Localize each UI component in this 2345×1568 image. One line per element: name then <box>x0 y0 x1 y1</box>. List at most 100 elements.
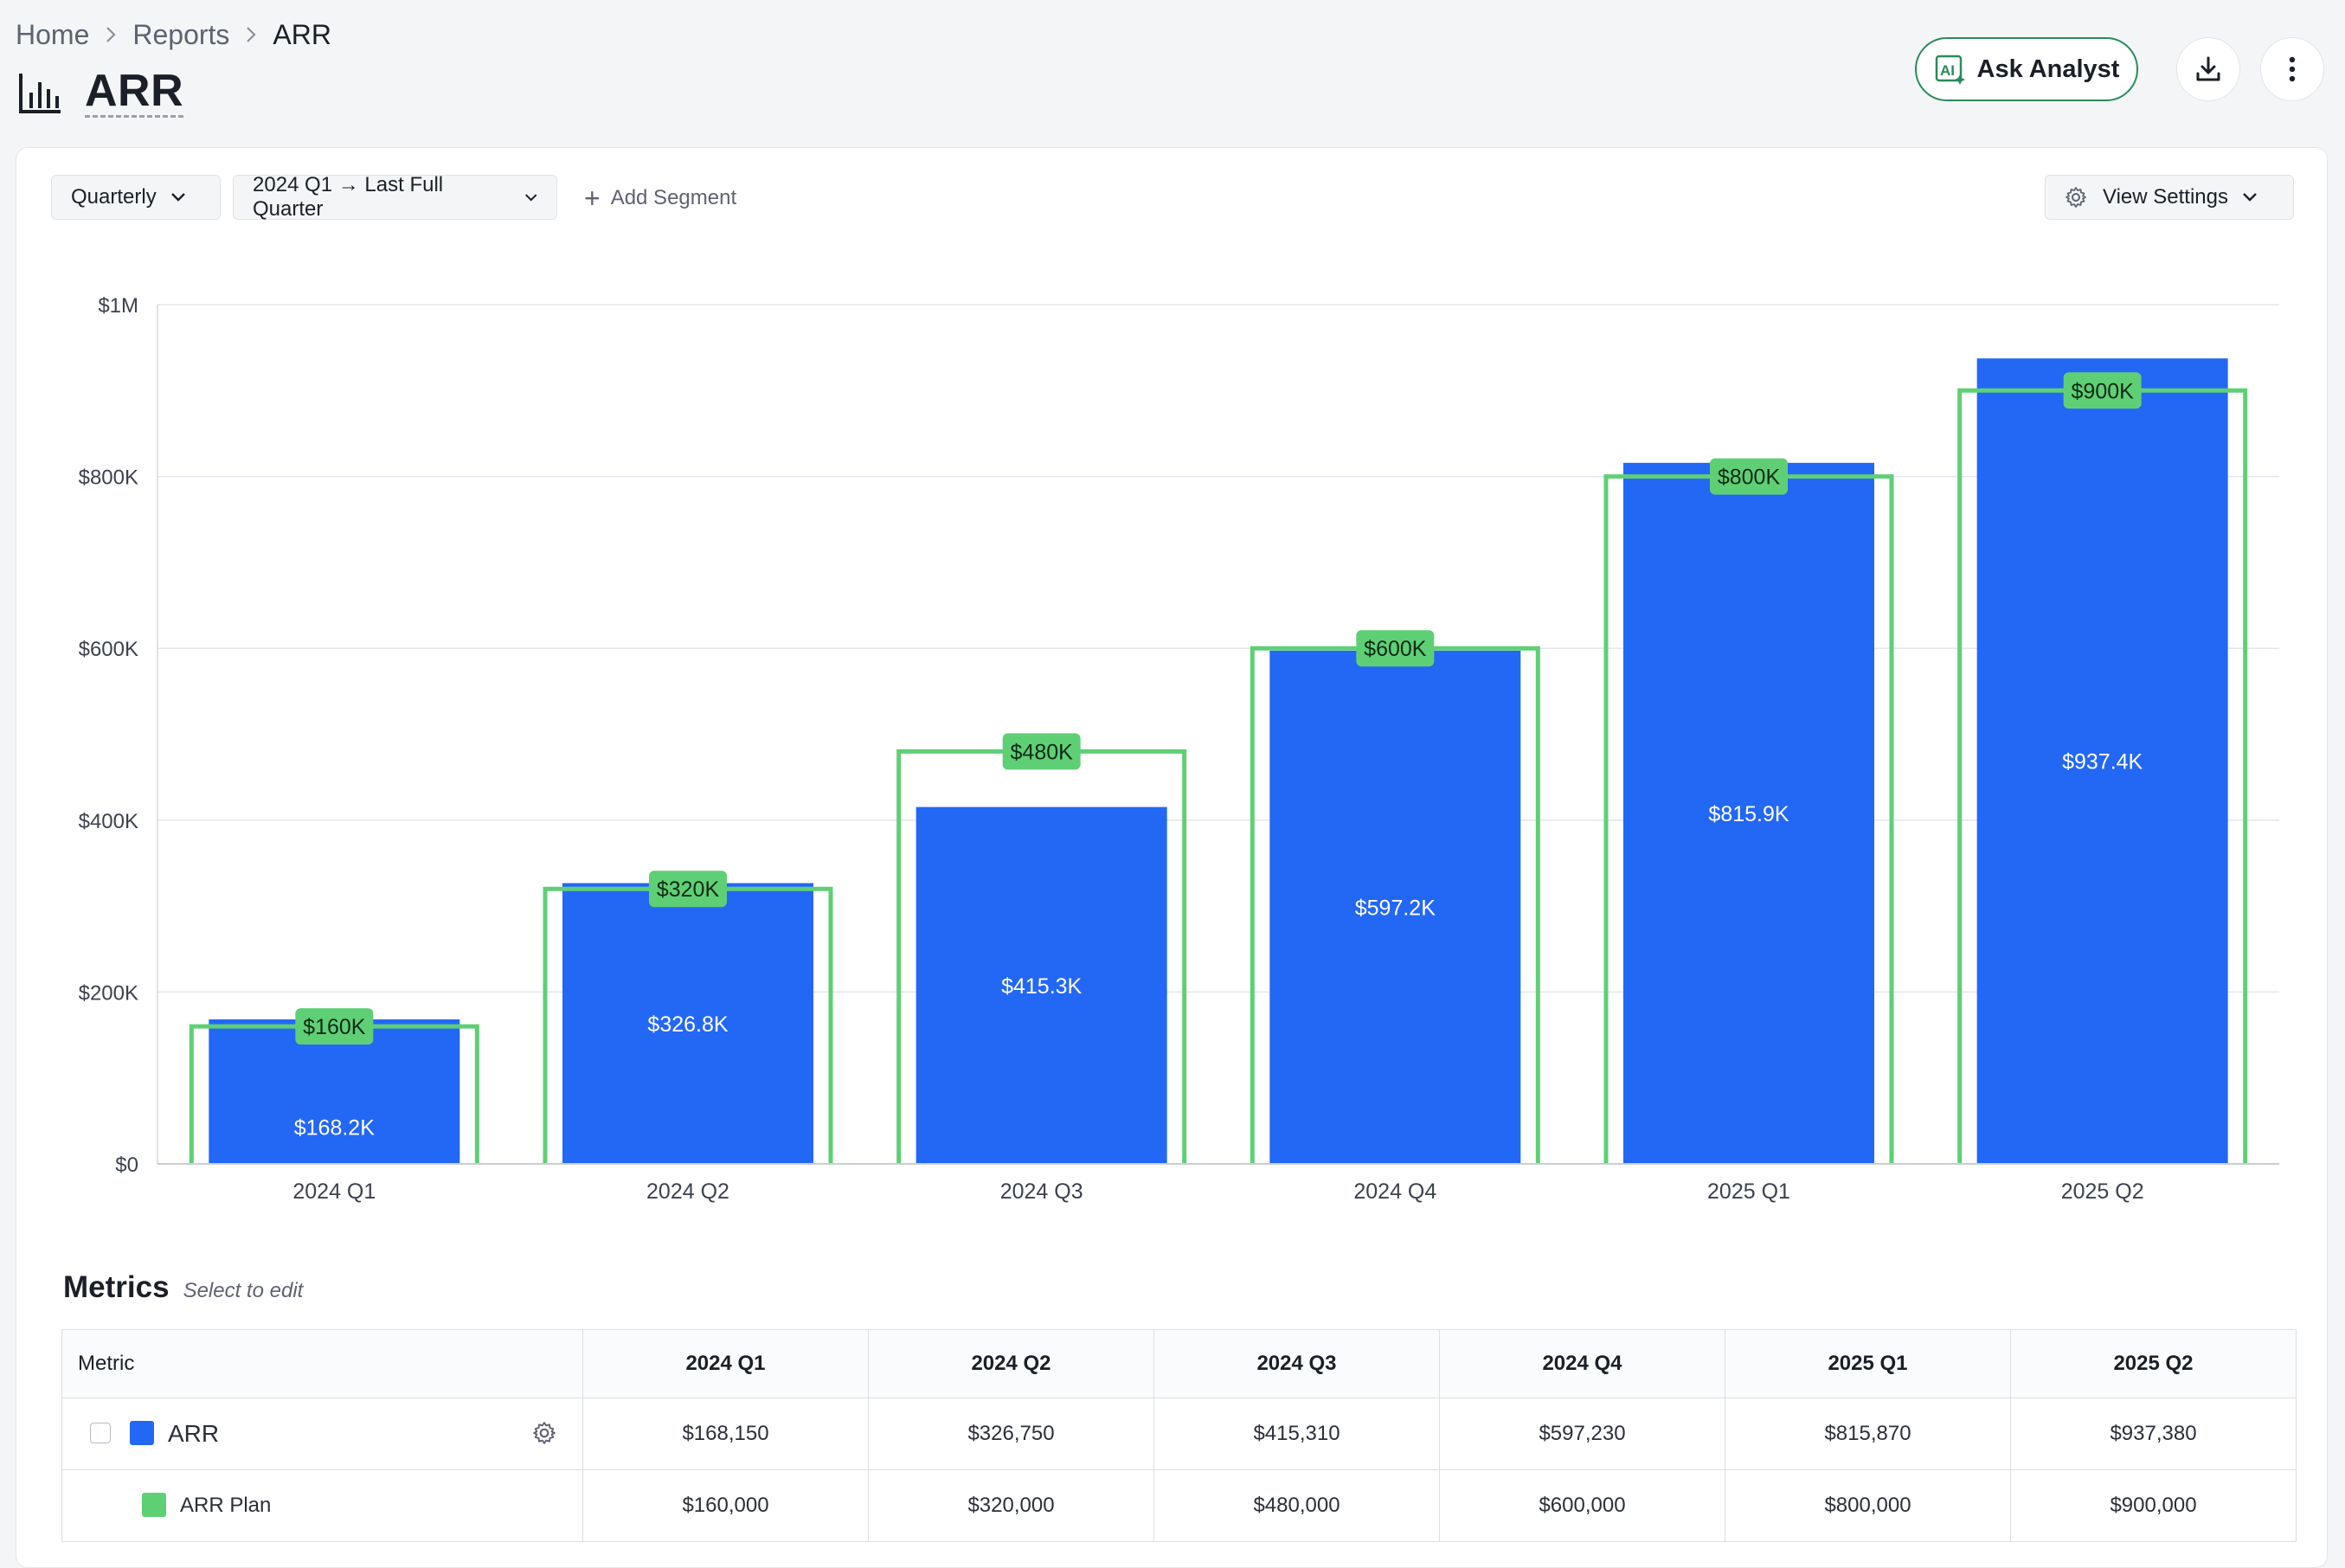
table-cell: $815,870 <box>1725 1398 2011 1470</box>
more-vertical-icon <box>2289 56 2296 82</box>
breadcrumb-current: ARR <box>273 19 331 50</box>
plan-label-badge <box>1356 630 1435 667</box>
y-tick-label: $200K <box>79 981 138 1005</box>
metric-cell-arr-plan[interactable]: ARR Plan <box>61 1469 583 1542</box>
arr-plan-value-label: $600K <box>1364 637 1427 661</box>
arr-color-swatch <box>130 1421 154 1445</box>
row-checkbox[interactable] <box>90 1423 111 1443</box>
gear-icon <box>2066 187 2086 208</box>
view-settings-button[interactable]: View Settings <box>2045 175 2294 220</box>
chevron-down-icon <box>524 193 537 202</box>
arr-plan-value-label: $320K <box>657 877 720 902</box>
svg-text:AI: AI <box>1940 62 1955 79</box>
column-header: 2025 Q1 <box>1725 1329 2011 1398</box>
ask-analyst-button[interactable]: AI Ask Analyst <box>1915 37 2138 101</box>
column-header: 2024 Q2 <box>868 1329 1154 1398</box>
plan-label-badge <box>2063 372 2142 409</box>
arr-plan-value-label: $900K <box>2072 379 2135 403</box>
table-cell: $937,380 <box>2010 1398 2297 1470</box>
ai-sparkle-icon: AI <box>1935 55 1965 85</box>
date-range-label: 2024 Q1 → Last Full Quarter <box>253 173 444 221</box>
chevron-right-icon <box>245 19 257 51</box>
table-cell: $326,750 <box>868 1398 1154 1470</box>
table-header-row: Metric 2024 Q1 2024 Q2 2024 Q3 2024 Q4 2… <box>61 1329 2297 1398</box>
x-tick-label: 2024 Q2 <box>646 1179 729 1204</box>
plus-icon: + <box>584 183 601 214</box>
date-range-select[interactable]: 2024 Q1 → Last Full Quarter <box>233 173 557 221</box>
table-row-arr-plan[interactable]: ARR Plan $160,000 $320,000 $480,000 $600… <box>61 1469 2297 1542</box>
arr-plan-value-label: $160K <box>303 1015 366 1039</box>
download-button[interactable] <box>2176 37 2240 101</box>
granularity-select[interactable]: Quarterly <box>51 175 221 220</box>
metric-settings-icon[interactable] <box>532 1421 556 1451</box>
arr-value-label: $415.3K <box>1001 974 1082 999</box>
y-tick-label: $800K <box>79 466 138 490</box>
metrics-header: Metrics Select to edit <box>63 1270 303 1305</box>
chevron-down-icon <box>170 193 185 202</box>
x-tick-label: 2024 Q3 <box>1000 1179 1083 1204</box>
plan-label-badge <box>295 1008 374 1045</box>
column-header-metric: Metric <box>61 1329 583 1398</box>
column-header: 2025 Q2 <box>2010 1329 2297 1398</box>
metric-cell-arr[interactable]: ARR <box>61 1398 583 1470</box>
add-segment-button[interactable]: + Add Segment <box>584 183 737 214</box>
arr-bar <box>1269 650 1521 1164</box>
arr-value-label: $168.2K <box>294 1116 375 1141</box>
x-tick-label: 2025 Q2 <box>2061 1179 2144 1204</box>
granularity-label: Quarterly <box>71 185 157 209</box>
arr-value-label: $326.8K <box>647 1012 728 1037</box>
y-tick-label: $1M <box>98 294 138 318</box>
report-panel: Quarterly 2024 Q1 → Last Full Quarter + … <box>16 147 2328 1568</box>
chevron-down-icon <box>2243 193 2257 202</box>
metrics-table: Metric 2024 Q1 2024 Q2 2024 Q3 2024 Q4 2… <box>61 1329 2297 1542</box>
arr-value-label: $937.4K <box>2062 750 2143 774</box>
column-header: 2024 Q1 <box>582 1329 869 1398</box>
table-cell: $800,000 <box>1725 1469 2011 1542</box>
column-header: 2024 Q3 <box>1153 1329 1440 1398</box>
ask-analyst-label: Ask Analyst <box>1976 55 2120 83</box>
arr-bar <box>916 806 1167 1164</box>
bar-chart-icon <box>17 70 62 115</box>
chevron-right-icon <box>105 19 117 51</box>
x-tick-label: 2024 Q1 <box>292 1179 376 1204</box>
metrics-subtitle: Select to edit <box>183 1279 304 1302</box>
y-tick-label: $400K <box>79 810 138 833</box>
table-cell: $900,000 <box>2010 1469 2297 1542</box>
table-cell: $415,310 <box>1153 1398 1440 1470</box>
x-tick-label: 2024 Q4 <box>1353 1179 1436 1204</box>
page-header: ARR <box>17 66 184 118</box>
metric-label: ARR <box>168 1420 220 1447</box>
table-cell: $600,000 <box>1439 1469 1725 1542</box>
page-title[interactable]: ARR <box>85 66 184 118</box>
metric-label: ARR Plan <box>180 1494 272 1517</box>
table-cell: $597,230 <box>1439 1398 1725 1470</box>
arr-bar <box>1976 358 2228 1164</box>
column-header: 2024 Q4 <box>1439 1329 1725 1398</box>
table-cell: $168,150 <box>582 1398 869 1470</box>
more-options-button[interactable] <box>2260 37 2324 101</box>
metrics-title: Metrics <box>63 1270 170 1304</box>
arr-plan-value-label: $480K <box>1011 740 1074 764</box>
y-tick-label: $600K <box>79 638 138 661</box>
plan-label-badge <box>1710 458 1788 495</box>
arr-value-label: $815.9K <box>1708 802 1789 826</box>
table-row-arr[interactable]: ARR $168,150 $326,750 $415,310 $597,230 … <box>61 1398 2297 1470</box>
arr-chart: $0 $200K $400K $600K $800K $1M $168.2K $160K 202… <box>79 294 2279 1204</box>
view-settings-label: View Settings <box>2103 185 2228 209</box>
table-cell: $160,000 <box>582 1469 869 1542</box>
breadcrumb-reports[interactable]: Reports <box>132 19 230 50</box>
table-cell: $320,000 <box>868 1469 1154 1542</box>
x-tick-label: 2025 Q1 <box>1707 1179 1790 1204</box>
add-segment-label: Add Segment <box>610 186 737 209</box>
breadcrumb: Home Reports ARR <box>16 19 331 51</box>
arr-plan-value-label: $800K <box>1718 466 1781 490</box>
arr-bar <box>562 883 813 1164</box>
plan-label-badge <box>1002 733 1081 770</box>
arr-plan-color-swatch <box>142 1493 166 1517</box>
arr-bar <box>1623 462 1874 1164</box>
breadcrumb-home[interactable]: Home <box>16 19 90 50</box>
plan-label-badge <box>649 871 727 908</box>
table-cell: $480,000 <box>1153 1469 1440 1542</box>
download-icon <box>2196 56 2220 81</box>
arr-value-label: $597.2K <box>1355 896 1436 920</box>
